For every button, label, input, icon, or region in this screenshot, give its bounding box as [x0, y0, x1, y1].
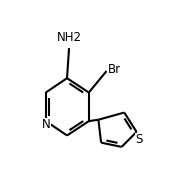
Text: Br: Br — [108, 63, 121, 76]
Text: S: S — [136, 133, 143, 146]
Text: NH2: NH2 — [56, 31, 81, 44]
Text: N: N — [42, 118, 50, 131]
